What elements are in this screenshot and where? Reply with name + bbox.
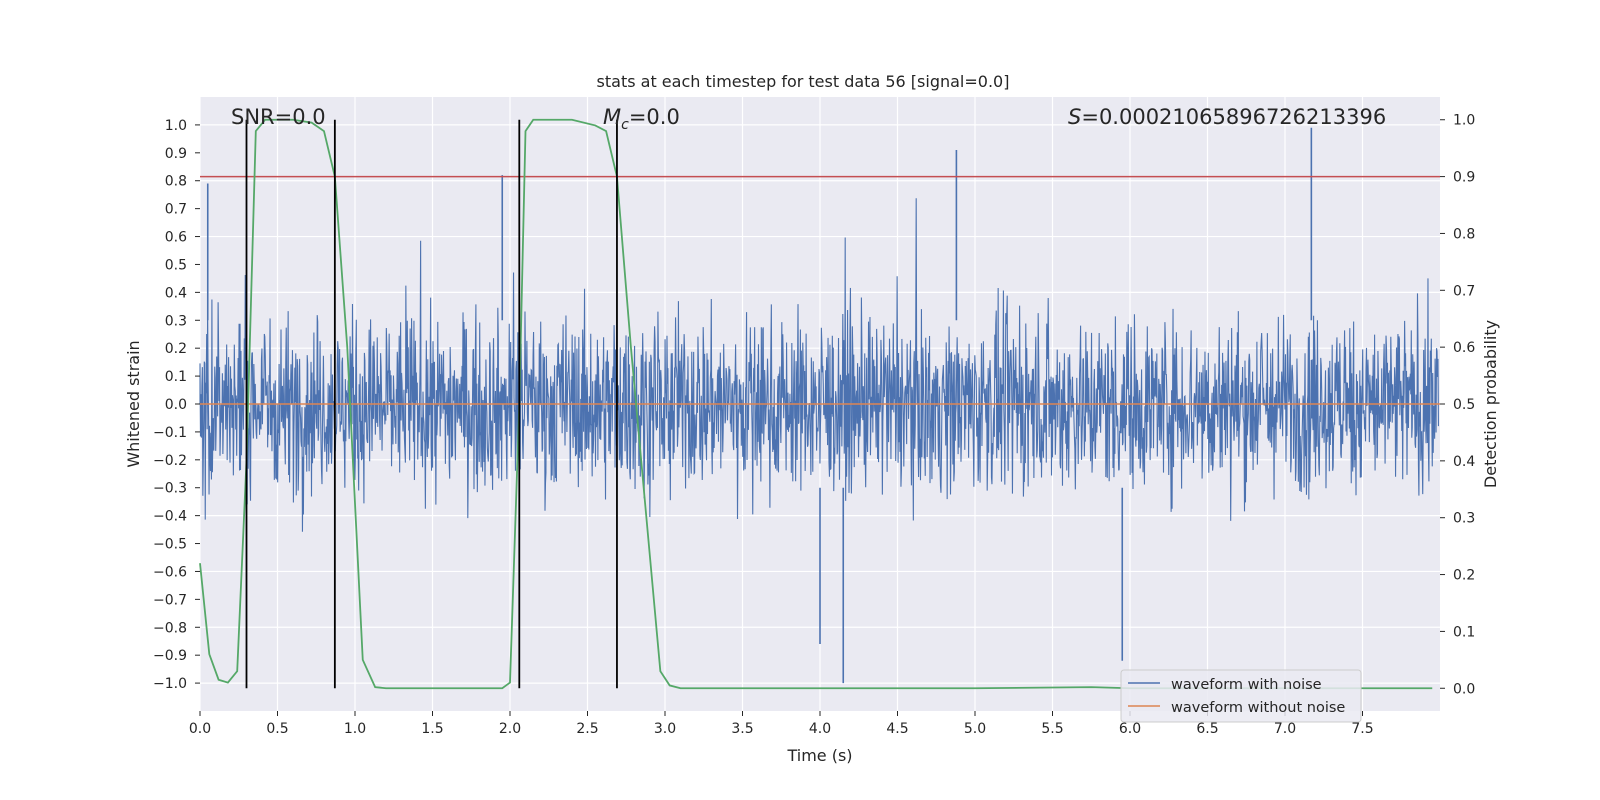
legend-entry-noise: waveform with noise	[1171, 677, 1322, 693]
y2-tick-label: 1.0	[1453, 113, 1475, 129]
y-tick-label: 0.2	[165, 341, 187, 357]
x-tick-label: 5.0	[964, 721, 986, 737]
y-axis-ticks: 1.0 0.9 0.8 0.7 0.6 0.5 0.4 0.3 0.2 0.1 0.0 −0.1 −0.…	[153, 118, 200, 692]
vertical-marker-lines	[245, 119, 618, 689]
x-tick-label: 3.0	[654, 721, 676, 737]
x-tick-label: 3.5	[731, 721, 753, 737]
x-axis-ticks: 0.0 0.5 1.0 1.5 2.0 2.5 3.0 3.5 4.0 4.5 5.0 5.5 6.0 6…	[189, 711, 1374, 737]
x-tick-label: 7.5	[1351, 721, 1373, 737]
snr-annotation: SNR=0.0	[231, 105, 326, 129]
y2-axis-label: Detection probability	[1481, 320, 1500, 488]
s-statistic-value: =0.00021065896726213396	[1081, 105, 1386, 129]
chirp-mass-value: =0.0	[629, 105, 680, 129]
y2-tick-label: 0.1	[1453, 624, 1475, 640]
chirp-mass-annotation: Mc=0.0	[603, 105, 680, 133]
y2-tick-label: 0.5	[1453, 397, 1475, 413]
chirp-mass-symbol: M	[603, 105, 621, 129]
y-tick-label: −0.3	[153, 481, 187, 497]
x-tick-label: 4.0	[809, 721, 831, 737]
y2-tick-label: 0.8	[1453, 226, 1475, 242]
x-tick-label: 2.5	[576, 721, 598, 737]
x-tick-label: 7.0	[1274, 721, 1296, 737]
legend: waveform with noise waveform without noi…	[1120, 669, 1362, 723]
x-tick-label: 0.5	[266, 721, 288, 737]
y-tick-label: −0.7	[153, 592, 187, 608]
y-tick-label: 0.0	[165, 397, 187, 413]
y-tick-label: 0.8	[165, 174, 187, 190]
y2-axis-ticks: 1.0 0.9 0.8 0.7 0.6 0.5 0.4 0.3 0.2 0.1 0.0	[1440, 113, 1475, 697]
legend-frame	[1120, 669, 1362, 723]
x-tick-label: 5.5	[1041, 721, 1063, 737]
y-tick-label: 0.7	[165, 202, 187, 218]
y2-tick-label: 0.6	[1453, 340, 1475, 356]
y-tick-label: −0.1	[153, 425, 187, 441]
y-tick-label: −0.4	[153, 509, 187, 525]
y-tick-label: −0.8	[153, 620, 187, 636]
y-tick-label: 1.0	[165, 118, 187, 134]
noise-waveform-line	[199, 198, 1439, 532]
y-tick-label: 0.1	[165, 369, 187, 385]
s-statistic-annotation: S=0.00021065896726213396	[1068, 105, 1386, 129]
legend-entry-clean: waveform without noise	[1171, 700, 1345, 716]
y-tick-label: −0.2	[153, 453, 187, 469]
y-tick-label: −0.5	[153, 537, 187, 553]
x-tick-label: 2.0	[499, 721, 521, 737]
y2-tick-label: 0.2	[1453, 568, 1475, 584]
y-tick-label: 0.9	[165, 146, 187, 162]
y-tick-label: 0.3	[165, 313, 187, 329]
noise-waveform-series	[199, 127, 1439, 684]
s-statistic-symbol: S	[1068, 105, 1081, 129]
y-axis-label: Whitened strain	[124, 340, 143, 467]
y2-tick-label: 0.9	[1453, 170, 1475, 186]
y2-tick-label: 0.3	[1453, 511, 1475, 527]
chirp-mass-subscript: c	[621, 117, 629, 133]
x-tick-label: 1.0	[344, 721, 366, 737]
x-tick-label: 6.0	[1119, 721, 1141, 737]
x-tick-label: 1.5	[421, 721, 443, 737]
y-tick-label: −0.6	[153, 564, 187, 580]
y2-tick-label: 0.0	[1453, 681, 1475, 697]
x-tick-label: 4.5	[886, 721, 908, 737]
chart-title: stats at each timestep for test data 56 …	[597, 72, 1010, 91]
x-tick-label: 6.5	[1196, 721, 1218, 737]
y2-tick-label: 0.7	[1453, 283, 1475, 299]
detection-probability-line	[199, 118, 1433, 690]
y-tick-label: 0.4	[165, 285, 187, 301]
y-tick-label: −0.9	[153, 648, 187, 664]
y-tick-label: 0.6	[165, 230, 187, 246]
y-tick-label: −1.0	[153, 676, 187, 692]
x-tick-label: 0.0	[189, 721, 211, 737]
x-axis-label: Time (s)	[786, 746, 852, 765]
detection-probability-series	[199, 118, 1433, 690]
y2-tick-label: 0.4	[1453, 454, 1475, 470]
y-tick-label: 0.5	[165, 257, 187, 273]
